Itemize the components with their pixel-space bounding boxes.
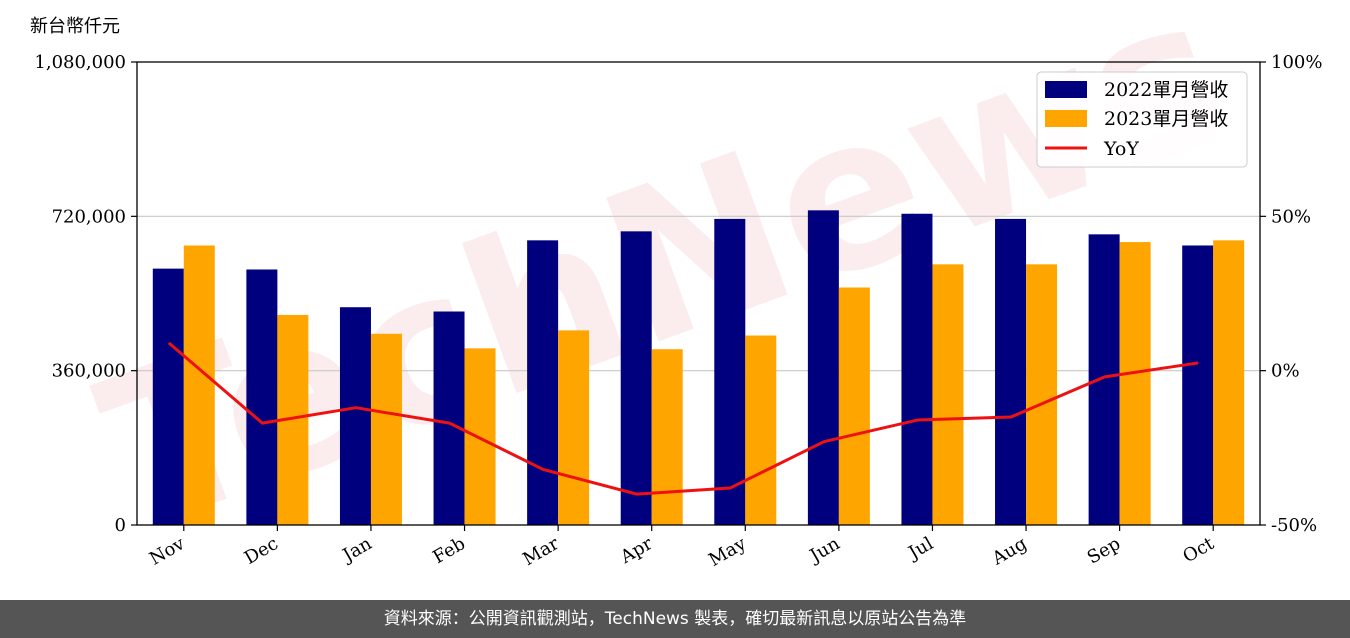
legend: 2022單月營收 2023單月營收 YoY [1036, 71, 1248, 168]
left-tick-label-0: 0 [115, 515, 126, 536]
bar-2023-sep [1119, 242, 1151, 526]
x-tick-label-jan: Jan [338, 533, 376, 567]
x-tick-label-apr: Apr [616, 533, 656, 568]
right-tick-label-1: 0% [1271, 361, 1300, 382]
legend-box [1036, 71, 1248, 168]
bar-2022-mar [527, 240, 559, 525]
right-tick-label-2: 50% [1271, 206, 1311, 227]
plot-frame [136, 61, 1261, 526]
bar-2022-jul [901, 213, 933, 525]
unit-label: 新台幣仟元 [30, 16, 120, 37]
x-tick-label-may: May [705, 533, 750, 571]
bars-layer [152, 210, 1245, 526]
left-axis: 0 360,000 720,000 1,080,000 [34, 52, 137, 536]
x-tick-label-mar: Mar [519, 533, 563, 570]
bar-2023-aug [1026, 264, 1058, 525]
x-tick-label-sep: Sep [1084, 533, 1124, 568]
bar-2022-feb [433, 311, 465, 525]
gridlines [137, 215, 1260, 372]
x-tick-label-jul: Jul [903, 533, 937, 565]
x-tick-label-oct: Oct [1179, 533, 1218, 568]
bar-2022-nov [152, 268, 184, 525]
yoy-line [167, 341, 1199, 496]
legend-label-1: 2023單月營收 [1104, 108, 1228, 130]
right-axis: -50% 0% 50% 100% [1260, 52, 1322, 536]
source-footer: 資料來源：公開資訊觀測站，TechNews 製表，確切最新訊息以原站公告為準 [0, 600, 1350, 638]
bar-2023-oct [1213, 240, 1245, 525]
x-tick-label-aug: Aug [988, 533, 1031, 570]
left-tick-label-1: 360,000 [52, 361, 126, 382]
x-tick-label-jun: Jun [805, 533, 844, 568]
bar-2022-dec [246, 269, 278, 525]
right-tick-label-0: -50% [1271, 515, 1317, 536]
bar-2022-may [714, 218, 746, 525]
bar-2022-jun [807, 210, 839, 525]
legend-swatch-1 [1045, 110, 1087, 127]
left-tick-label-2: 720,000 [52, 206, 126, 227]
bar-2023-jan [370, 333, 402, 525]
bar-2022-apr [620, 231, 652, 526]
bar-2023-jun [838, 287, 870, 525]
x-axis: Nov Dec Jan Feb Mar Apr May Jun Jul Aug Sep Oct [146, 525, 1218, 571]
left-tick-label-3: 1,080,000 [34, 52, 126, 73]
bar-2023-may [745, 335, 777, 525]
bar-2022-aug [995, 218, 1027, 525]
bar-2023-jul [932, 264, 964, 525]
yoy-line-layer [167, 341, 1199, 496]
right-tick-label-3: 100% [1271, 52, 1322, 73]
bar-2023-apr [651, 349, 683, 525]
legend-swatch-0 [1045, 81, 1087, 98]
bar-2022-oct [1182, 245, 1214, 526]
bar-2022-sep [1088, 234, 1120, 526]
bar-2023-nov [183, 245, 215, 526]
legend-label-0: 2022單月營收 [1104, 79, 1228, 101]
x-tick-label-feb: Feb [429, 533, 469, 568]
legend-label-2: YoY [1103, 138, 1139, 160]
bar-2022-jan [339, 307, 371, 525]
bar-2023-mar [558, 330, 590, 525]
